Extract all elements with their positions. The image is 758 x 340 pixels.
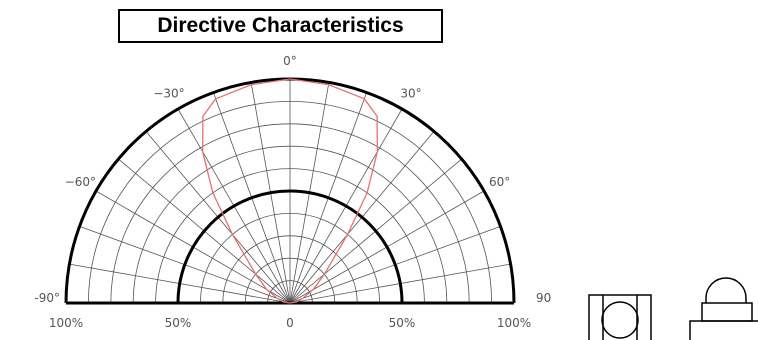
grid-arc (155, 168, 425, 304)
radius-tick-label: 100% (49, 316, 83, 330)
polar-grid (64, 77, 516, 305)
grid-arc (222, 235, 358, 304)
series-layer (201, 78, 379, 304)
angle-tick-label: -90° (34, 291, 60, 305)
angle-tick-label: 0° (283, 54, 297, 68)
grid-arc (132, 145, 448, 304)
angle-tick-label: 30° (400, 86, 421, 100)
angle-tick-label: −60° (65, 175, 96, 189)
angle-tick-label: 60° (489, 175, 510, 189)
radius-tick-label: 0 (286, 316, 294, 330)
grid-arc (200, 213, 380, 304)
angle-tick-label: 90 (536, 291, 551, 305)
grid-arc (110, 123, 470, 304)
grid-arc-major (176, 189, 404, 304)
series-line (201, 78, 379, 304)
radius-tick-label: 50% (389, 316, 416, 330)
grid-arc (267, 280, 313, 304)
radius-tick-label: 100% (497, 316, 531, 330)
axis-labels: -90° −60° −30° 0° 30° 60° 90 100% 50% 0 50% 100% (34, 54, 551, 330)
chart-title: Directive Characteristics (118, 9, 443, 43)
angle-tick-label: −30° (153, 86, 184, 100)
grid-arc (88, 101, 492, 304)
grid-arc (244, 257, 336, 304)
radius-tick-label: 50% (165, 316, 192, 330)
